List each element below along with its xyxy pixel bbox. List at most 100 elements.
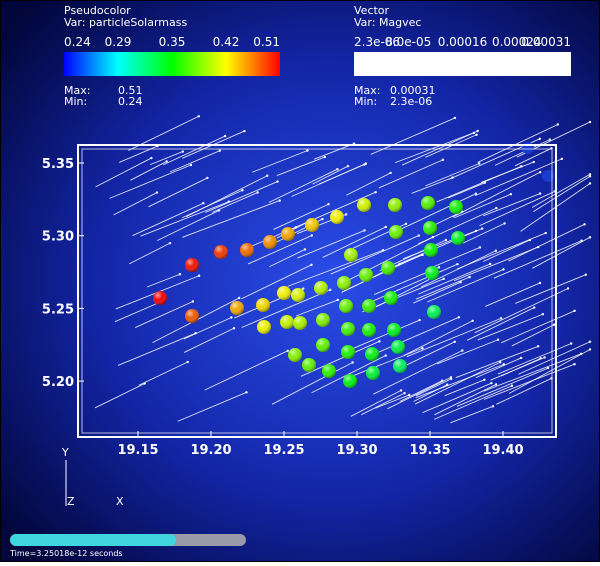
particle-shade: [343, 374, 357, 388]
legend-tick-label: 0.35: [159, 35, 186, 49]
vector-glyph: [184, 327, 235, 353]
vector-head: [399, 389, 403, 392]
legend-title: Vector: [354, 4, 390, 17]
particle-shade: [339, 299, 353, 313]
particle: [542, 170, 554, 182]
particle-shade: [424, 243, 438, 257]
vector-glyph: [373, 350, 463, 395]
vector-glyph: [448, 182, 485, 199]
vector-head: [472, 131, 476, 135]
particle-shade: [449, 200, 463, 214]
vector-head: [374, 190, 377, 194]
vector-head: [494, 249, 498, 252]
vector-glyph: [474, 158, 563, 197]
vector-head: [232, 327, 236, 330]
x-tick-label: 19.35: [409, 443, 450, 458]
vector-head: [155, 191, 159, 194]
particle-shade: [153, 291, 167, 305]
vector-glyph: [181, 189, 243, 219]
vector-head: [327, 203, 330, 206]
vector-glyph: [463, 222, 505, 244]
vector-glyph: [415, 363, 504, 399]
vector-glyph: [138, 361, 188, 386]
particle-shade: [293, 316, 307, 330]
vector-glyph: [177, 391, 247, 422]
vector-head: [490, 381, 493, 385]
vector-glyph: [482, 239, 531, 262]
vector-head: [584, 273, 587, 276]
vector-head: [256, 191, 259, 194]
vector-head: [418, 318, 421, 322]
vector-head: [276, 180, 279, 183]
vector-head: [217, 209, 221, 212]
vector-glyph: [494, 139, 550, 166]
vector-glyph: [415, 276, 470, 300]
max-value: 0.00031: [390, 84, 436, 97]
particle-shade: [425, 266, 439, 280]
legend-tick-label: 0.42: [213, 35, 240, 49]
vector-head: [218, 149, 222, 152]
vector-glyph: [372, 278, 431, 310]
vector-head: [588, 348, 592, 351]
vector-head: [329, 288, 332, 291]
vector-glyph: [114, 301, 162, 323]
vector-head: [230, 316, 233, 319]
max-label: Max:: [64, 84, 90, 97]
legend-tick-label: 0.00031: [521, 35, 571, 49]
vector-head: [278, 199, 281, 202]
particle-shade: [288, 348, 302, 362]
vector-head: [310, 263, 313, 267]
vector-glyph: [452, 171, 541, 218]
vector-head: [191, 300, 195, 303]
vector-glyph: [271, 362, 353, 405]
vector-glyph: [117, 332, 196, 366]
vector-head: [241, 189, 244, 192]
vector-head: [588, 236, 592, 239]
vector-glyph: [295, 299, 338, 317]
vector-head: [548, 138, 551, 141]
vector-glyph: [436, 339, 499, 365]
particle-shade: [314, 281, 328, 295]
vector-head: [538, 170, 542, 174]
vector-glyph: [436, 165, 522, 203]
vector-head: [444, 238, 448, 242]
vector-glyph: [475, 357, 522, 379]
vector-glyph: [269, 249, 306, 268]
vector-glyph: [241, 264, 312, 300]
legend-tick-label: 0.24: [64, 35, 91, 49]
vector-head: [286, 349, 289, 352]
particle-shade: [362, 299, 376, 313]
vector-glyph: [205, 181, 278, 213]
vector-glyph: [514, 147, 552, 167]
vector-glyph: [398, 193, 477, 231]
vector-glyph: [427, 269, 504, 303]
vector-head: [186, 360, 189, 364]
vector-glyph: [399, 380, 443, 402]
particle-shade: [391, 340, 405, 354]
particle-shade: [451, 231, 465, 245]
vector-glyph: [450, 405, 494, 424]
vector-glyph: [425, 134, 477, 158]
vector-head: [483, 378, 486, 381]
vector-glyph: [146, 273, 181, 288]
vector-head: [499, 317, 503, 320]
y-tick-label: 5.20: [42, 375, 74, 390]
time-slider-fill: [10, 534, 176, 546]
particle-shade: [362, 323, 376, 337]
vector-glyph: [314, 143, 355, 160]
vector-glyph: [477, 313, 543, 341]
vector-glyph: [485, 282, 541, 307]
vector-head: [431, 235, 435, 239]
legend-tick-label: 0.29: [105, 35, 132, 49]
vector-glyph: [394, 132, 475, 164]
particle-shade: [341, 322, 355, 336]
vector-glyph: [318, 164, 365, 185]
particle-shade: [214, 245, 228, 259]
particle-shade: [357, 198, 371, 212]
particle-shade: [337, 276, 351, 290]
vector-head: [532, 160, 535, 164]
vector-glyph: [433, 385, 513, 420]
particle-shade: [291, 288, 305, 302]
vector-glyph: [132, 202, 204, 237]
